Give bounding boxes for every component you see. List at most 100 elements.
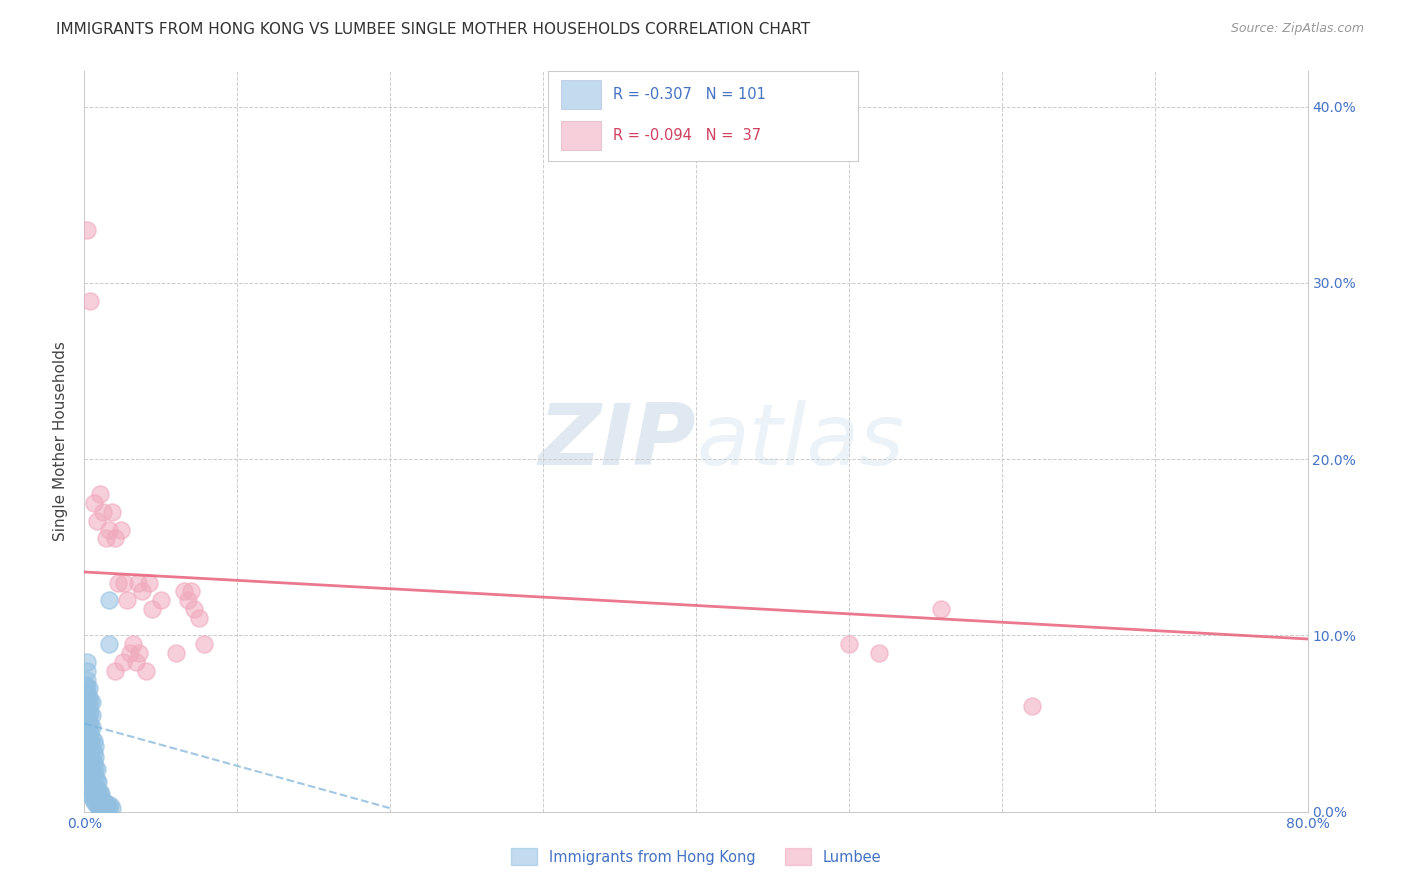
Point xyxy=(122,637,145,651)
Point xyxy=(101,801,124,815)
Point xyxy=(141,602,163,616)
Point xyxy=(87,799,110,814)
Point xyxy=(183,602,205,616)
Point xyxy=(76,723,98,738)
Point xyxy=(80,695,103,709)
Point xyxy=(91,794,114,808)
Point xyxy=(93,796,115,810)
Point xyxy=(96,801,118,815)
Text: ZIP: ZIP xyxy=(538,400,696,483)
Point xyxy=(80,790,103,805)
Point xyxy=(75,707,97,722)
Point xyxy=(86,763,108,777)
Point xyxy=(177,593,200,607)
Point xyxy=(75,743,97,757)
Point xyxy=(128,646,150,660)
Point xyxy=(89,785,111,799)
Point xyxy=(91,801,114,815)
Point xyxy=(90,801,112,815)
Point xyxy=(84,761,107,775)
Point xyxy=(125,655,148,669)
Point xyxy=(77,716,100,731)
Point xyxy=(77,752,100,766)
Point xyxy=(79,725,101,739)
Point xyxy=(76,731,98,745)
Point xyxy=(76,747,98,761)
Point xyxy=(111,655,134,669)
Text: IMMIGRANTS FROM HONG KONG VS LUMBEE SINGLE MOTHER HOUSEHOLDS CORRELATION CHART: IMMIGRANTS FROM HONG KONG VS LUMBEE SING… xyxy=(56,22,810,37)
Point xyxy=(76,709,98,723)
Point xyxy=(104,532,127,546)
Point xyxy=(89,799,111,814)
Point xyxy=(80,720,103,734)
Point xyxy=(173,584,195,599)
Point xyxy=(79,293,101,308)
Point xyxy=(76,655,98,669)
Point xyxy=(87,774,110,789)
Point xyxy=(83,756,105,770)
Point xyxy=(77,743,100,757)
Point xyxy=(79,695,101,709)
Point xyxy=(104,664,127,678)
Point xyxy=(77,734,100,748)
Point xyxy=(84,780,107,794)
Text: R = -0.094   N =  37: R = -0.094 N = 37 xyxy=(613,128,762,143)
Point xyxy=(86,797,108,812)
Point xyxy=(193,637,215,651)
Point xyxy=(84,750,107,764)
Legend: Immigrants from Hong Kong, Lumbee: Immigrants from Hong Kong, Lumbee xyxy=(505,843,887,871)
Point xyxy=(76,761,98,775)
Point xyxy=(188,611,211,625)
Point xyxy=(89,792,111,806)
Point xyxy=(76,702,98,716)
Point xyxy=(76,752,98,766)
Point xyxy=(77,681,100,696)
Text: R = -0.307   N = 101: R = -0.307 N = 101 xyxy=(613,87,766,102)
Point xyxy=(98,797,121,812)
Point xyxy=(79,716,101,731)
Point xyxy=(84,739,107,754)
Point xyxy=(79,769,101,783)
Point xyxy=(83,794,105,808)
Point xyxy=(87,792,110,806)
Point xyxy=(180,584,202,599)
Point xyxy=(135,664,157,678)
Point xyxy=(79,778,101,792)
Text: Source: ZipAtlas.com: Source: ZipAtlas.com xyxy=(1230,22,1364,36)
Point xyxy=(89,487,111,501)
Point xyxy=(91,505,114,519)
Point xyxy=(79,706,101,720)
Point xyxy=(76,223,98,237)
Point xyxy=(80,741,103,756)
Point xyxy=(76,769,98,783)
Point xyxy=(127,575,149,590)
Point xyxy=(76,689,98,703)
Point xyxy=(131,584,153,599)
Point xyxy=(77,769,100,783)
Point xyxy=(79,752,101,766)
Bar xyxy=(561,121,600,150)
Point xyxy=(80,783,103,797)
Point xyxy=(115,593,138,607)
Point xyxy=(90,794,112,808)
Point xyxy=(75,752,97,766)
Point xyxy=(76,681,98,696)
Point xyxy=(165,646,187,660)
Point xyxy=(120,646,142,660)
Point xyxy=(75,702,97,716)
Point xyxy=(138,575,160,590)
Point xyxy=(77,725,100,739)
Point xyxy=(107,575,129,590)
Point xyxy=(83,745,105,759)
Point xyxy=(97,637,120,651)
Point xyxy=(76,673,98,687)
Point xyxy=(86,781,108,796)
Point xyxy=(83,766,105,780)
Point xyxy=(86,772,108,787)
Point xyxy=(80,772,103,787)
Point xyxy=(94,796,117,810)
Point xyxy=(75,734,97,748)
Point xyxy=(79,787,101,801)
Point xyxy=(86,514,108,528)
Point xyxy=(80,752,103,766)
